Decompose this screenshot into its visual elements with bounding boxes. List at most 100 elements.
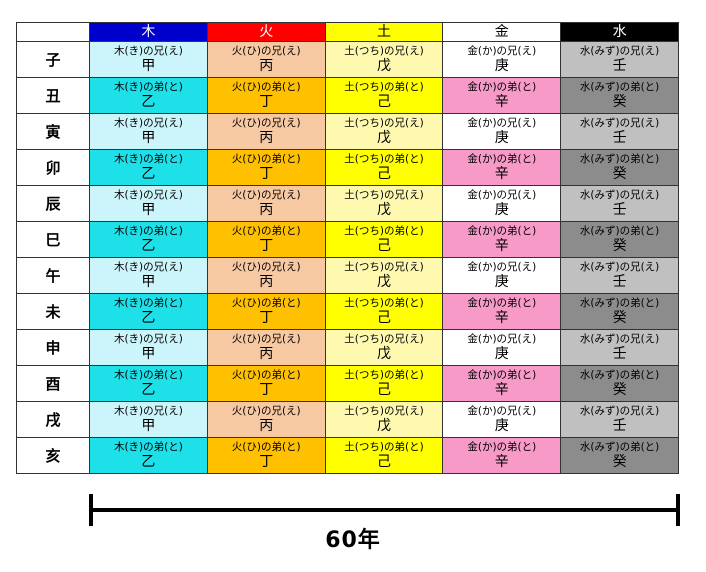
stem-cell-wood: 木(き)の弟(と) 乙 xyxy=(89,221,208,258)
stem-character: 甲 xyxy=(141,346,156,362)
stem-character: 丙 xyxy=(259,274,274,290)
stem-reading: 木(き)の兄(え) xyxy=(113,405,183,417)
stem-cell-water: 水(みず)の弟(と) 癸 xyxy=(560,149,679,186)
stem-reading: 火(ひ)の弟(と) xyxy=(231,225,301,237)
table-row: 卯木(き)の弟(と) 乙火(ひ)の弟(と) 丁土(つち)の弟(と) 己金(か)の弟(と… xyxy=(16,149,679,186)
stem-reading: 木(き)の弟(と) xyxy=(113,81,183,93)
stem-reading: 土(つち)の兄(え) xyxy=(344,333,424,345)
stem-cell-metal: 金(か)の兄(え) 庚 xyxy=(442,113,562,150)
stem-character: 戊 xyxy=(376,130,391,146)
branch-cell: 丑 xyxy=(16,77,90,114)
stem-reading: 土(つち)の兄(え) xyxy=(344,45,424,57)
stem-character: 癸 xyxy=(612,310,627,326)
stem-cell-water: 水(みず)の兄(え) 壬 xyxy=(560,41,679,78)
stem-cell-earth: 土(つち)の兄(え) 戊 xyxy=(324,257,444,294)
header-water: 水 xyxy=(560,22,679,42)
stem-character: 壬 xyxy=(612,346,627,362)
stem-cell-earth: 土(つち)の弟(と) 己 xyxy=(324,365,444,402)
stem-reading: 土(つち)の兄(え) xyxy=(344,261,424,273)
stem-reading: 土(つち)の弟(と) xyxy=(344,297,424,309)
stem-cell-fire: 火(ひ)の弟(と) 丁 xyxy=(206,77,326,114)
stem-reading: 木(き)の兄(え) xyxy=(113,333,183,345)
stem-character: 甲 xyxy=(141,202,156,218)
stem-character: 庚 xyxy=(494,346,509,362)
stem-character: 戊 xyxy=(376,346,391,362)
stem-cell-wood: 木(き)の弟(と) 乙 xyxy=(89,149,208,186)
stem-reading: 土(つち)の兄(え) xyxy=(344,189,424,201)
stem-reading: 水(みず)の弟(と) xyxy=(579,297,660,309)
stem-reading: 木(き)の弟(と) xyxy=(113,153,183,165)
stem-reading: 水(みず)の兄(え) xyxy=(579,333,660,345)
stem-character: 庚 xyxy=(494,130,509,146)
stem-character: 己 xyxy=(376,454,391,470)
stem-reading: 金(か)の兄(え) xyxy=(467,117,537,129)
stem-cell-fire: 火(ひ)の兄(え) 丙 xyxy=(206,401,326,438)
stem-character: 辛 xyxy=(494,310,509,326)
stem-reading: 木(き)の弟(と) xyxy=(113,225,183,237)
stem-cell-metal: 金(か)の兄(え) 庚 xyxy=(442,41,562,78)
stem-character: 乙 xyxy=(141,94,156,110)
stem-reading: 火(ひ)の兄(え) xyxy=(231,45,301,57)
stem-cell-earth: 土(つち)の弟(と) 己 xyxy=(324,437,444,474)
stem-cell-wood: 木(き)の兄(え) 甲 xyxy=(89,41,208,78)
stem-cell-wood: 木(き)の兄(え) 甲 xyxy=(89,401,208,438)
stem-cell-water: 水(みず)の兄(え) 壬 xyxy=(560,257,679,294)
stem-reading: 木(き)の兄(え) xyxy=(113,45,183,57)
stem-reading: 水(みず)の弟(と) xyxy=(579,225,660,237)
stem-cell-metal: 金(か)の兄(え) 庚 xyxy=(442,185,562,222)
stem-reading: 火(ひ)の弟(と) xyxy=(231,369,301,381)
stem-reading: 火(ひ)の弟(と) xyxy=(231,153,301,165)
stem-reading: 金(か)の弟(と) xyxy=(467,441,537,453)
stem-cell-water: 水(みず)の兄(え) 壬 xyxy=(560,185,679,222)
stem-cell-metal: 金(か)の弟(と) 辛 xyxy=(442,293,562,330)
stem-reading: 土(つち)の兄(え) xyxy=(344,405,424,417)
stem-character: 丁 xyxy=(259,454,274,470)
stem-reading: 金(か)の兄(え) xyxy=(467,45,537,57)
stem-character: 戊 xyxy=(376,202,391,218)
stem-character: 庚 xyxy=(494,418,509,434)
stem-character: 癸 xyxy=(612,238,627,254)
stem-character: 己 xyxy=(376,166,391,182)
stem-cell-metal: 金(か)の弟(と) 辛 xyxy=(442,149,562,186)
stem-reading: 金(か)の弟(と) xyxy=(467,369,537,381)
span-label: 60年 xyxy=(325,528,381,553)
stem-reading: 火(ひ)の兄(え) xyxy=(231,117,301,129)
stem-cell-wood: 木(き)の兄(え) 甲 xyxy=(89,329,208,366)
stem-reading: 火(ひ)の兄(え) xyxy=(231,261,301,273)
stem-character: 庚 xyxy=(494,274,509,290)
stem-reading: 水(みず)の弟(と) xyxy=(579,369,660,381)
stem-cell-earth: 土(つち)の兄(え) 戊 xyxy=(324,113,444,150)
stem-character: 乙 xyxy=(141,238,156,254)
stem-cell-wood: 木(き)の兄(え) 甲 xyxy=(89,185,208,222)
stem-character: 乙 xyxy=(141,310,156,326)
stem-cell-metal: 金(か)の弟(と) 辛 xyxy=(442,437,562,474)
stem-character: 壬 xyxy=(612,274,627,290)
stem-reading: 木(き)の兄(え) xyxy=(113,189,183,201)
branch-cell: 午 xyxy=(16,257,90,294)
stem-cell-metal: 金(か)の兄(え) 庚 xyxy=(442,329,562,366)
table-row: 辰木(き)の兄(え) 甲火(ひ)の兄(え) 丙土(つち)の兄(え) 戊金(か)の兄(え… xyxy=(16,185,679,222)
stem-reading: 火(ひ)の弟(と) xyxy=(231,297,301,309)
stem-character: 戊 xyxy=(376,58,391,74)
stem-reading: 土(つち)の兄(え) xyxy=(344,117,424,129)
stem-character: 丙 xyxy=(259,58,274,74)
stem-character: 己 xyxy=(376,310,391,326)
branch-cell: 亥 xyxy=(16,437,90,474)
branch-cell: 戌 xyxy=(16,401,90,438)
stem-cell-metal: 金(か)の兄(え) 庚 xyxy=(442,401,562,438)
table-row: 申木(き)の兄(え) 甲火(ひ)の兄(え) 丙土(つち)の兄(え) 戊金(か)の兄(え… xyxy=(16,329,679,366)
stem-character: 己 xyxy=(376,382,391,398)
stem-cell-wood: 木(き)の兄(え) 甲 xyxy=(89,113,208,150)
stem-cell-earth: 土(つち)の弟(と) 己 xyxy=(324,221,444,258)
stem-character: 丁 xyxy=(259,94,274,110)
stem-character: 甲 xyxy=(141,274,156,290)
stem-cell-fire: 火(ひ)の弟(と) 丁 xyxy=(206,365,326,402)
stem-character: 癸 xyxy=(612,94,627,110)
stem-character: 戊 xyxy=(376,274,391,290)
stem-cell-earth: 土(つち)の兄(え) 戊 xyxy=(324,401,444,438)
stem-character: 丙 xyxy=(259,202,274,218)
stem-cell-water: 水(みず)の弟(と) 癸 xyxy=(560,293,679,330)
stem-character: 丁 xyxy=(259,238,274,254)
stem-cell-metal: 金(か)の兄(え) 庚 xyxy=(442,257,562,294)
branch-cell: 申 xyxy=(16,329,90,366)
